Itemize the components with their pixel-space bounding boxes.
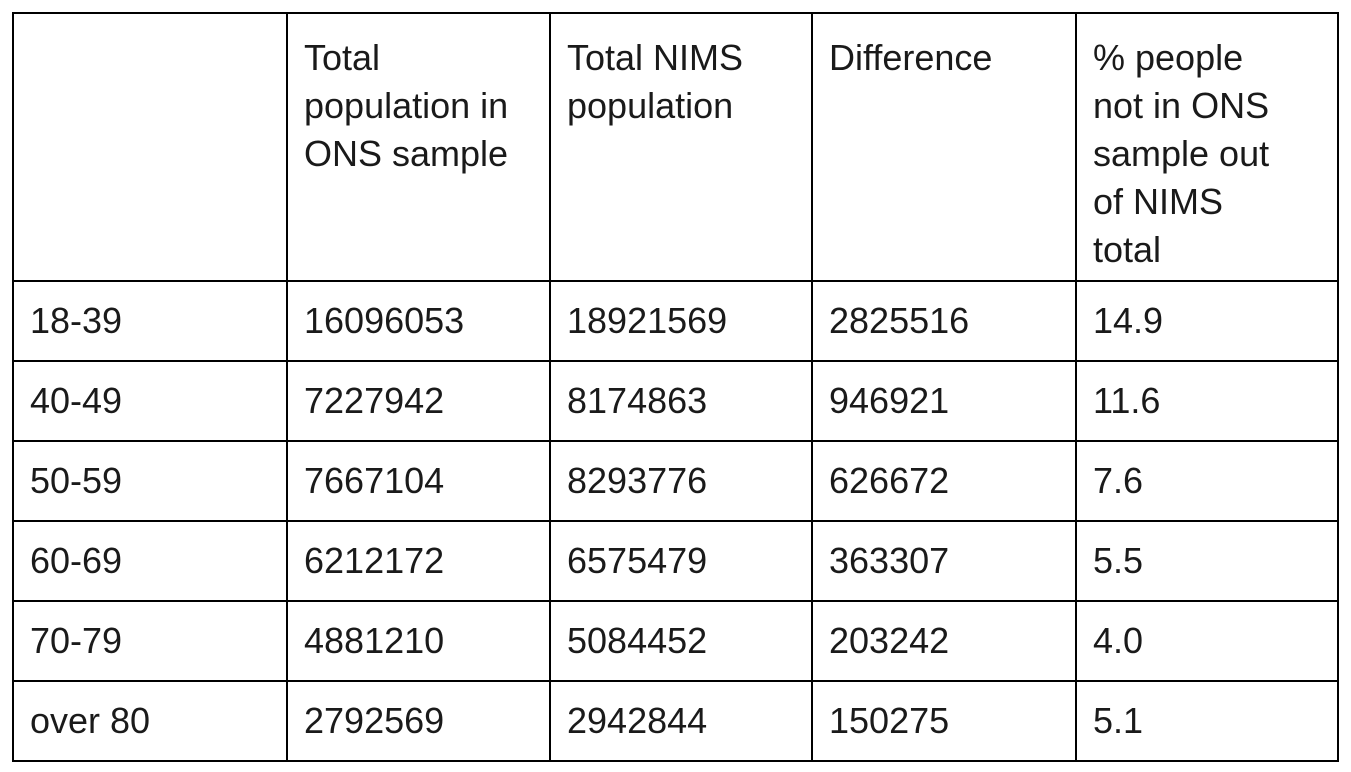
table-cell: 18921569 [549,280,813,362]
row-label: 60-69 [12,520,288,602]
table-cell: 6212172 [286,520,551,602]
table-body: 18-39 16096053 18921569 2825516 14.9 40-49 722… [12,280,1339,762]
data-table: Total population in ONS sample Total NIMS… [12,12,1339,762]
table-cell: 150275 [811,680,1077,762]
header-row: Total population in ONS sample Total NIMS… [12,12,1339,282]
table-cell: 5.1 [1075,680,1339,762]
table-cell: 5084452 [549,600,813,682]
header-cell: % people not in ONS sample out of NIMS t… [1075,12,1339,282]
table-row: 40-49 7227942 8174863 946921 11.6 [12,360,1339,442]
row-label: 18-39 [12,280,288,362]
table-cell: 4.0 [1075,600,1339,682]
table-cell: 8174863 [549,360,813,442]
row-label: 40-49 [12,360,288,442]
table-cell: 2792569 [286,680,551,762]
table-cell: 2825516 [811,280,1077,362]
table-cell: 203242 [811,600,1077,682]
row-label: over 80 [12,680,288,762]
table-cell: 5.5 [1075,520,1339,602]
table-cell: 7667104 [286,440,551,522]
table-row: 18-39 16096053 18921569 2825516 14.9 [12,280,1339,362]
table-cell: 7.6 [1075,440,1339,522]
header-cell: Total population in ONS sample [286,12,551,282]
table-cell: 7227942 [286,360,551,442]
corner-cell [12,12,288,282]
table-cell: 363307 [811,520,1077,602]
table-cell: 4881210 [286,600,551,682]
table-row: 50-59 7667104 8293776 626672 7.6 [12,440,1339,522]
table-row: over 80 2792569 2942844 150275 5.1 [12,680,1339,762]
table-row: 70-79 4881210 5084452 203242 4.0 [12,600,1339,682]
header-cell: Difference [811,12,1077,282]
table-cell: 6575479 [549,520,813,602]
header-cell: Total NIMS population [549,12,813,282]
table-cell: 626672 [811,440,1077,522]
row-label: 50-59 [12,440,288,522]
table-cell: 16096053 [286,280,551,362]
table-cell: 14.9 [1075,280,1339,362]
row-label: 70-79 [12,600,288,682]
table-cell: 946921 [811,360,1077,442]
table-cell: 11.6 [1075,360,1339,442]
table-cell: 8293776 [549,440,813,522]
table-row: 60-69 6212172 6575479 363307 5.5 [12,520,1339,602]
table-cell: 2942844 [549,680,813,762]
